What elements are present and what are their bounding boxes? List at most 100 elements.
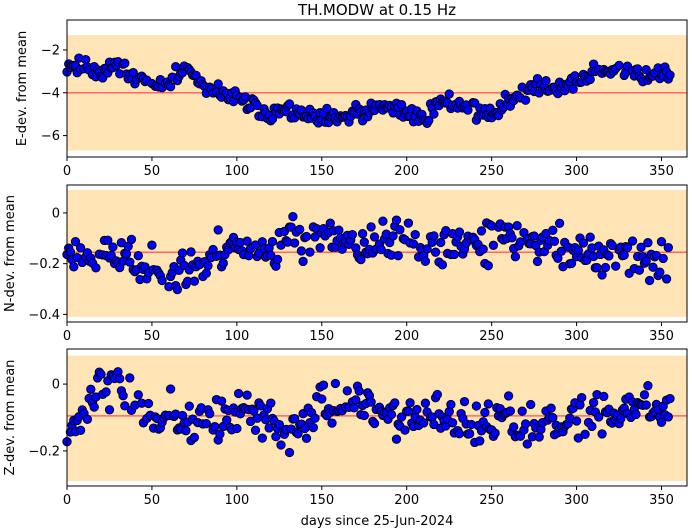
data-point [444,89,454,99]
x-tick-label: 350 [649,329,674,344]
axes-frame-e [66,19,688,158]
data-point [120,401,130,411]
data-point [322,103,332,114]
data-point [189,432,200,443]
data-point [120,58,130,68]
data-point [115,374,125,384]
data-point [133,251,143,261]
x-tick-label: 200 [394,493,419,508]
y-tick-label: −4 [41,86,60,101]
y-tick-label: −6 [41,129,60,144]
x-tick-label: 250 [479,493,504,508]
data-point [424,115,434,126]
axes-frame-z [66,348,688,487]
y-ticks-e: −2 −4 −6 [41,43,67,144]
data-point [488,240,499,250]
data-point [520,95,531,105]
data-point [507,233,517,243]
data-point [554,218,565,228]
data-point [315,243,325,253]
data-point [390,398,400,408]
data-point [597,270,607,280]
data-point [471,401,482,411]
data-point [420,256,431,266]
data-point [611,261,621,271]
data-point [436,237,446,248]
data-point [184,401,194,411]
data-point [503,391,514,401]
data-point [82,414,93,424]
data-point [571,416,582,426]
x-tick-label: 300 [564,493,589,508]
data-point [430,247,441,257]
x-tick-label: 150 [309,493,334,508]
y-tick-label: 0 [52,378,60,393]
data-point [267,114,278,124]
data-point [546,403,556,413]
data-point [118,391,128,401]
y-tick-label: −0.4 [28,308,60,323]
data-point [588,397,599,408]
data-point [526,399,536,410]
data-point [301,433,312,443]
data-point [663,242,673,253]
y-tick-label: −0.2 [28,257,60,272]
data-point [242,236,252,246]
data-point [512,221,522,231]
data-point [357,229,368,239]
data-point [478,244,488,254]
data-point [310,413,320,423]
data-point [257,433,267,443]
data-point [597,429,607,439]
data-point [75,243,86,253]
data-point [410,229,420,240]
y-tick-label: −0.2 [28,444,60,459]
data-point [271,431,281,442]
data-point [556,246,566,256]
panel-n-dev: 0 50 100 150 200 250 300 350 0 −0.2 −0.4 N-dev. f… [3,184,688,344]
data-point [143,398,154,409]
data-point [250,425,261,435]
x-tick-label: 300 [564,164,589,179]
axes-frame-n [66,184,688,323]
x-tick-label: 300 [564,329,589,344]
data-point [215,429,225,439]
data-point [631,409,641,420]
data-point [476,226,487,236]
data-point [619,250,629,260]
data-point [210,421,220,432]
data-point [658,253,668,264]
data-point [86,384,96,394]
data-point [274,419,284,430]
data-point [359,237,369,247]
data-point [480,407,490,418]
data-point [483,261,493,271]
data-point [347,229,358,240]
data-point [534,432,544,442]
y-axis-label-n: N-dev. from mean [3,195,18,312]
data-point [89,402,99,412]
data-point [656,417,667,427]
data-point [566,258,577,269]
data-point [459,396,470,407]
data-point [125,373,135,383]
data-point [644,275,655,286]
data-point [548,413,558,423]
data-point [420,398,431,408]
data-point [288,211,298,222]
data-point [342,386,352,396]
y-tick-label: 0 [52,206,60,221]
data-point [634,265,645,275]
data-point [665,393,675,404]
data-point [599,391,609,402]
data-point [395,225,405,235]
data-point [75,425,86,435]
data-point [661,274,672,284]
data-point [580,429,590,439]
data-point [121,249,132,259]
data-point [201,268,211,278]
data-point [585,232,595,242]
chart-title: TH.MODW at 0.15 Hz [297,1,456,19]
data-point [641,65,651,75]
data-point [505,406,515,416]
